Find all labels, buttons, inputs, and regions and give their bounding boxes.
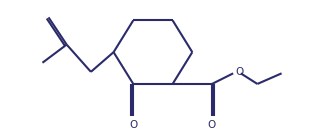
Text: O: O (235, 67, 243, 77)
Text: O: O (129, 120, 137, 130)
Text: O: O (208, 120, 216, 130)
